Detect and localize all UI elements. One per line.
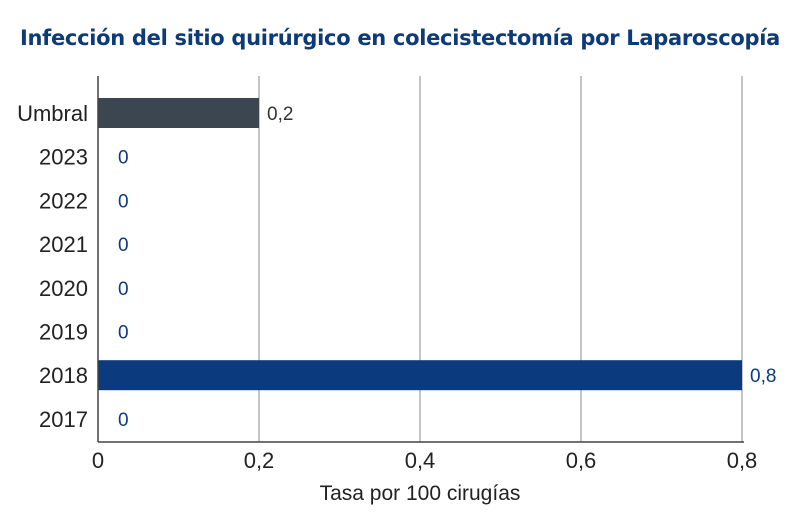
- data-label: 0: [118, 148, 129, 169]
- x-tick-label: 0,6: [566, 448, 597, 473]
- category-label: 2021: [39, 232, 88, 257]
- category-label: 2019: [39, 320, 88, 345]
- category-label: Umbral: [17, 101, 88, 126]
- data-label: 0: [118, 410, 129, 431]
- data-label: 0,8: [750, 366, 776, 387]
- x-tick-label: 0,8: [727, 448, 758, 473]
- labels: Umbral 0,2 2023 0 2022 0 2021 0 2020 0 2019 0 2018 0,…: [17, 101, 776, 473]
- bar: [98, 98, 259, 128]
- data-label: 0: [118, 279, 129, 300]
- data-label: 0: [118, 191, 129, 212]
- bars: [98, 98, 742, 391]
- category-label: 2020: [39, 276, 88, 301]
- category-label: 2017: [39, 407, 88, 432]
- x-axis-title: Tasa por 100 cirugías: [320, 482, 521, 505]
- axes: [97, 76, 744, 443]
- category-label: 2018: [39, 363, 88, 388]
- x-tick-label: 0,2: [244, 448, 275, 473]
- data-label: 0: [118, 235, 129, 256]
- category-label: 2023: [39, 145, 88, 170]
- data-label: 0,2: [267, 104, 293, 125]
- bar: [98, 360, 742, 391]
- x-tick-label: 0: [92, 448, 104, 473]
- data-label: 0: [118, 323, 129, 344]
- category-label: 2022: [39, 188, 88, 213]
- chart-title: Infección del sitio quirúrgico en coleci…: [19, 26, 780, 50]
- x-tick-label: 0,4: [405, 448, 436, 473]
